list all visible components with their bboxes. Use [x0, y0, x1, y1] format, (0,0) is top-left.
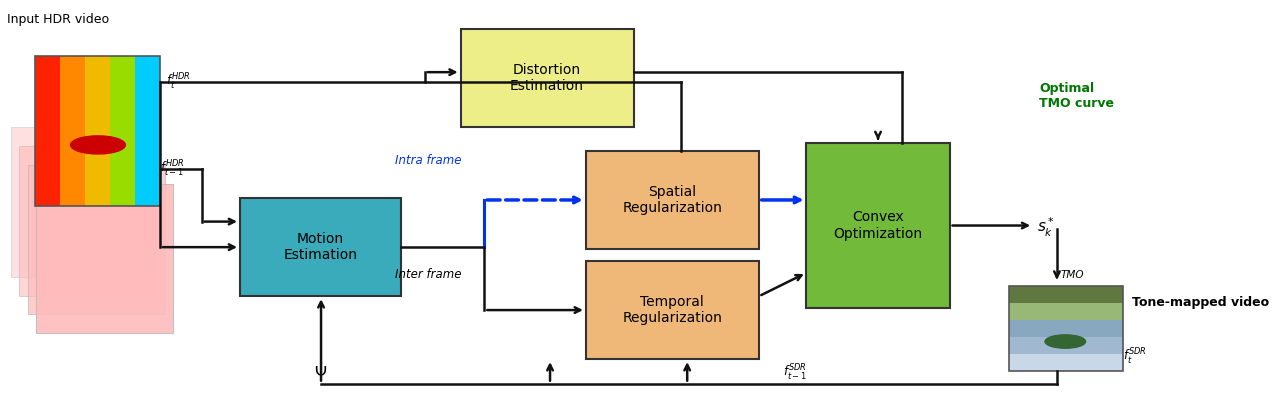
FancyBboxPatch shape [240, 198, 401, 296]
FancyBboxPatch shape [1009, 320, 1122, 337]
FancyBboxPatch shape [1009, 286, 1122, 303]
Text: $\Psi$: $\Psi$ [314, 365, 328, 381]
FancyBboxPatch shape [1009, 337, 1122, 354]
FancyBboxPatch shape [28, 165, 165, 314]
FancyBboxPatch shape [585, 261, 758, 359]
FancyBboxPatch shape [807, 143, 949, 308]
FancyBboxPatch shape [19, 146, 156, 295]
FancyBboxPatch shape [1009, 354, 1122, 371]
Text: TMO: TMO [1061, 270, 1084, 280]
Text: Tone-mapped video: Tone-mapped video [1132, 296, 1269, 309]
Text: Motion
Estimation: Motion Estimation [283, 232, 357, 262]
FancyBboxPatch shape [1009, 303, 1122, 320]
Text: $f_{t-1}^{HDR}$: $f_{t-1}^{HDR}$ [160, 158, 184, 179]
FancyBboxPatch shape [585, 151, 758, 249]
Circle shape [1045, 335, 1085, 348]
FancyBboxPatch shape [135, 57, 160, 206]
FancyBboxPatch shape [35, 57, 60, 206]
Text: $f_t^{SDR}$: $f_t^{SDR}$ [1122, 347, 1146, 367]
FancyBboxPatch shape [36, 184, 173, 333]
Text: Spatial
Regularization: Spatial Regularization [623, 185, 722, 215]
FancyBboxPatch shape [12, 127, 149, 277]
Text: $f_{t-1}^{SDR}$: $f_{t-1}^{SDR}$ [783, 363, 807, 383]
FancyBboxPatch shape [60, 57, 85, 206]
FancyBboxPatch shape [110, 57, 135, 206]
Text: Convex
Optimization: Convex Optimization [834, 210, 922, 241]
Text: Distortion
Estimation: Distortion Estimation [510, 63, 584, 93]
FancyBboxPatch shape [461, 29, 634, 127]
FancyBboxPatch shape [85, 57, 110, 206]
Text: Temporal
Regularization: Temporal Regularization [623, 295, 722, 325]
Circle shape [70, 136, 126, 154]
Text: $s_k^*$: $s_k^*$ [1036, 216, 1054, 239]
Text: Intra frame: Intra frame [395, 154, 461, 167]
Text: Input HDR video: Input HDR video [8, 13, 109, 26]
Text: Inter frame: Inter frame [395, 268, 461, 281]
Text: $f_t^{HDR}$: $f_t^{HDR}$ [167, 72, 191, 92]
Text: Optimal
TMO curve: Optimal TMO curve [1039, 82, 1114, 110]
